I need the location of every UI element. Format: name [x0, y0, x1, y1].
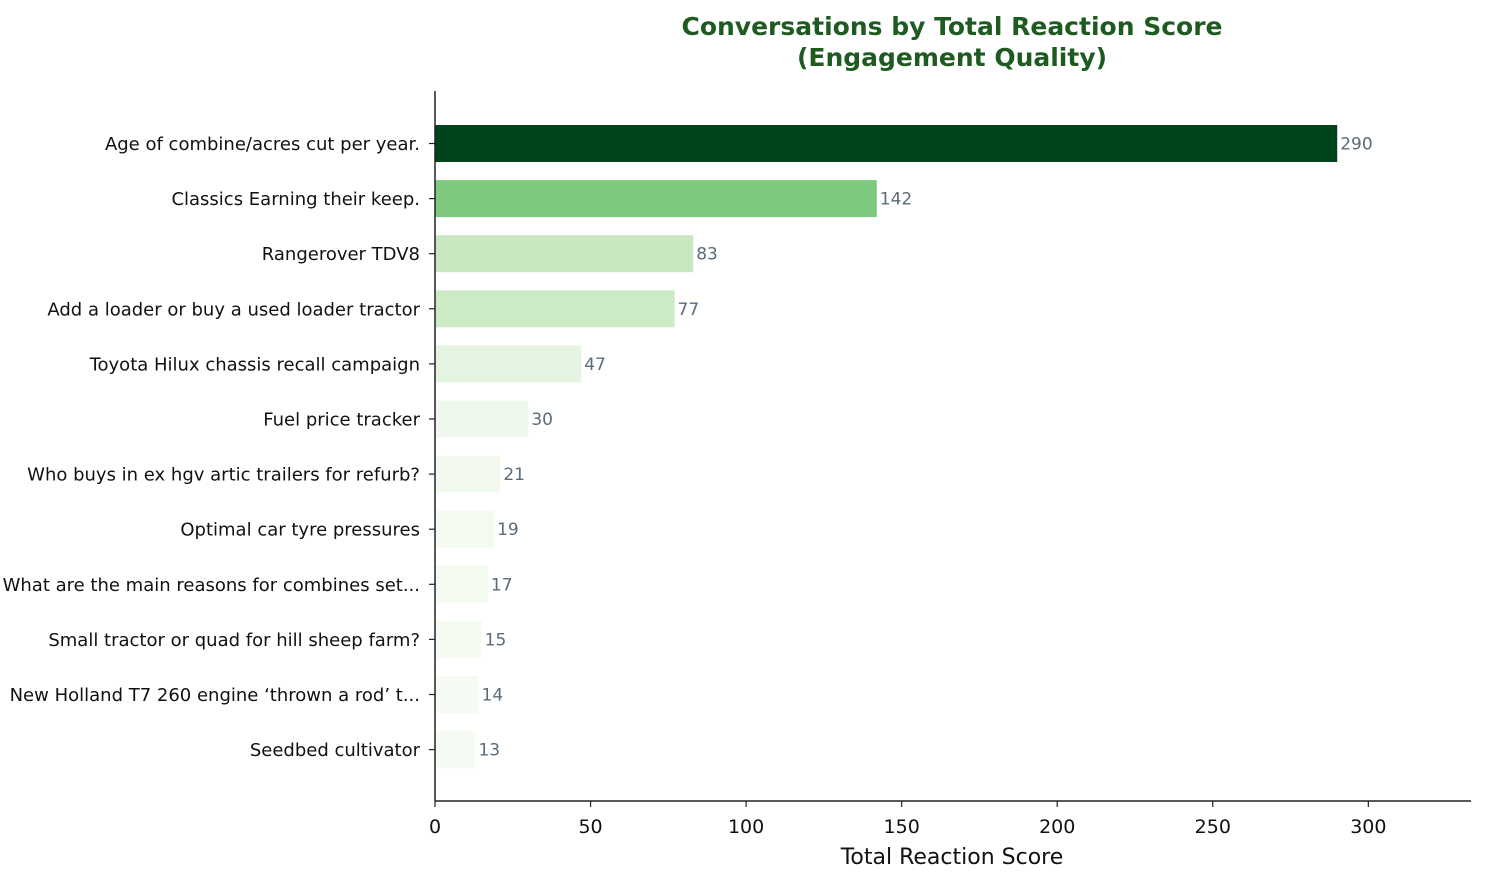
bar-value-label: 142 [880, 190, 912, 210]
category-label: Add a loader or buy a used loader tracto… [47, 299, 420, 320]
category-label: Fuel price tracker [263, 410, 420, 431]
category-label: Small tractor or quad for hill sheep far… [48, 630, 420, 651]
category-label: Optimal car tyre pressures [180, 520, 420, 541]
category-label: Rangerover TDV8 [262, 244, 420, 265]
bars-layer: 290 142 83 77 47 30 21 19 17 15 14 13 [435, 125, 1373, 769]
bar [435, 180, 877, 218]
x-tick-label: 100 [728, 816, 764, 838]
x-tick-label: 250 [1195, 816, 1231, 838]
category-label: Who buys in ex hgv artic trailers for re… [27, 465, 420, 486]
bar-value-label: 19 [497, 520, 519, 540]
category-label: Age of combine/acres cut per year. [105, 134, 420, 155]
category-label: New Holland T7 260 engine ‘thrown a rod’… [10, 685, 420, 706]
bar [435, 400, 529, 438]
bar-value-label: 21 [503, 465, 525, 485]
x-tick-label: 200 [1039, 816, 1075, 838]
bar [435, 125, 1338, 162]
bar [435, 345, 582, 383]
x-tick-label: 150 [884, 816, 920, 838]
category-label: Toyota Hilux chassis recall campaign [89, 354, 420, 375]
bar-value-label: 290 [1340, 135, 1372, 155]
bar [435, 565, 488, 603]
bar [435, 455, 501, 493]
bar-value-label: 14 [482, 686, 504, 706]
bar-value-label: 47 [584, 355, 606, 375]
x-axis-ticks: 0 50 100 150 200 250 300 [429, 801, 1386, 838]
bar [435, 235, 694, 273]
bar-value-label: 17 [491, 575, 513, 595]
category-label: Seedbed cultivator [250, 740, 421, 761]
bar [435, 510, 495, 548]
x-tick-label: 300 [1350, 816, 1386, 838]
bar-value-label: 15 [485, 630, 507, 650]
bar-value-label: 83 [696, 245, 718, 265]
bar [435, 676, 479, 713]
chart-title-line-1: Conversations by Total Reaction Score [681, 12, 1222, 41]
category-label: Classics Earning their keep. [171, 189, 420, 210]
bar [435, 290, 675, 328]
bar [435, 620, 482, 658]
bar-value-label: 13 [478, 741, 500, 761]
chart-title-line-2: (Engagement Quality) [797, 43, 1107, 72]
bar-value-label: 30 [531, 410, 553, 430]
x-tick-label: 0 [429, 816, 441, 838]
category-labels: Age of combine/acres cut per year. Classi… [3, 134, 435, 761]
x-tick-label: 50 [578, 816, 602, 838]
bar-value-label: 77 [678, 300, 700, 320]
bar [435, 731, 476, 769]
category-label: What are the main reasons for combines s… [3, 575, 420, 596]
x-axis-title: Total Reaction Score [840, 845, 1064, 870]
